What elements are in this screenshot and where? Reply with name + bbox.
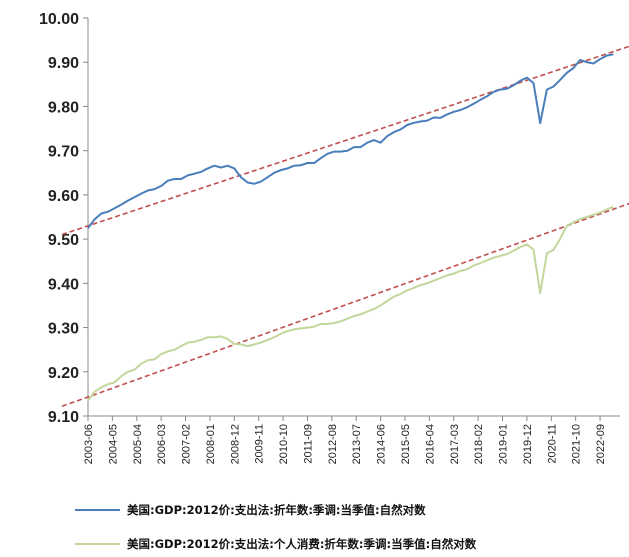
x-tick-label: 2020-11: [546, 424, 558, 464]
x-tick-label: 2003-06: [83, 424, 95, 464]
x-tick-label: 2018-02: [473, 424, 485, 464]
x-tick-label: 2005-04: [132, 424, 144, 464]
y-tick-label: 9.20: [48, 365, 79, 382]
trend-line-1: [62, 46, 629, 234]
x-tick-label: 2017-03: [449, 424, 461, 464]
y-tick-label: 9.90: [48, 55, 79, 72]
y-tick-label: 10.00: [39, 11, 79, 28]
x-tick-label: 2004-05: [107, 424, 119, 464]
y-tick-label: 9.60: [48, 188, 79, 205]
x-tick-label: 2019-12: [522, 424, 534, 464]
x-tick-label: 2008-12: [229, 424, 241, 464]
x-tick-label: 2010-10: [278, 424, 290, 464]
series-line-1: [88, 54, 613, 228]
y-tick-label: 9.70: [48, 144, 79, 161]
legend-label-1: 美国:GDP:2012价:支出法:折年数:季调:当季值:自然对数: [127, 503, 426, 517]
x-tick-label: 2009-11: [254, 424, 266, 464]
x-tick-label: 2007-02: [181, 424, 193, 464]
legend-label-2: 美国:GDP:2012价:支出法:个人消费:折年数:季调:当季值:自然对数: [127, 537, 477, 551]
y-tick-label: 9.10: [48, 409, 79, 426]
legend: 美国:GDP:2012价:支出法:折年数:季调:当季值:自然对数美国:GDP:2…: [75, 503, 477, 551]
y-tick-label: 9.80: [48, 99, 79, 116]
x-tick-label: 2021-10: [571, 424, 583, 464]
x-tick-label: 2008-01: [205, 424, 217, 464]
x-tick-label: 2016-04: [424, 424, 436, 464]
x-tick-label: 2006-03: [156, 424, 168, 464]
y-tick-label: 9.40: [48, 276, 79, 293]
x-tick-label: 2015-05: [400, 424, 412, 464]
x-tick-label: 2011-09: [302, 424, 314, 464]
x-tick-label: 2012-08: [327, 424, 339, 464]
y-axis: 10.009.909.809.709.609.509.409.309.209.1…: [39, 11, 88, 426]
data-series: [88, 54, 613, 400]
x-tick-label: 2022-09: [595, 424, 607, 464]
x-axis: 2003-06 2004-05 2005-04 2006-03 2007-02 2008-…: [83, 416, 620, 464]
y-tick-label: 9.30: [48, 321, 79, 338]
x-tick-label: 2013-07: [351, 424, 363, 464]
x-tick-label: 2019-01: [498, 424, 510, 464]
trend-line-2: [62, 204, 629, 407]
x-tick-label: 2014-06: [376, 424, 388, 464]
